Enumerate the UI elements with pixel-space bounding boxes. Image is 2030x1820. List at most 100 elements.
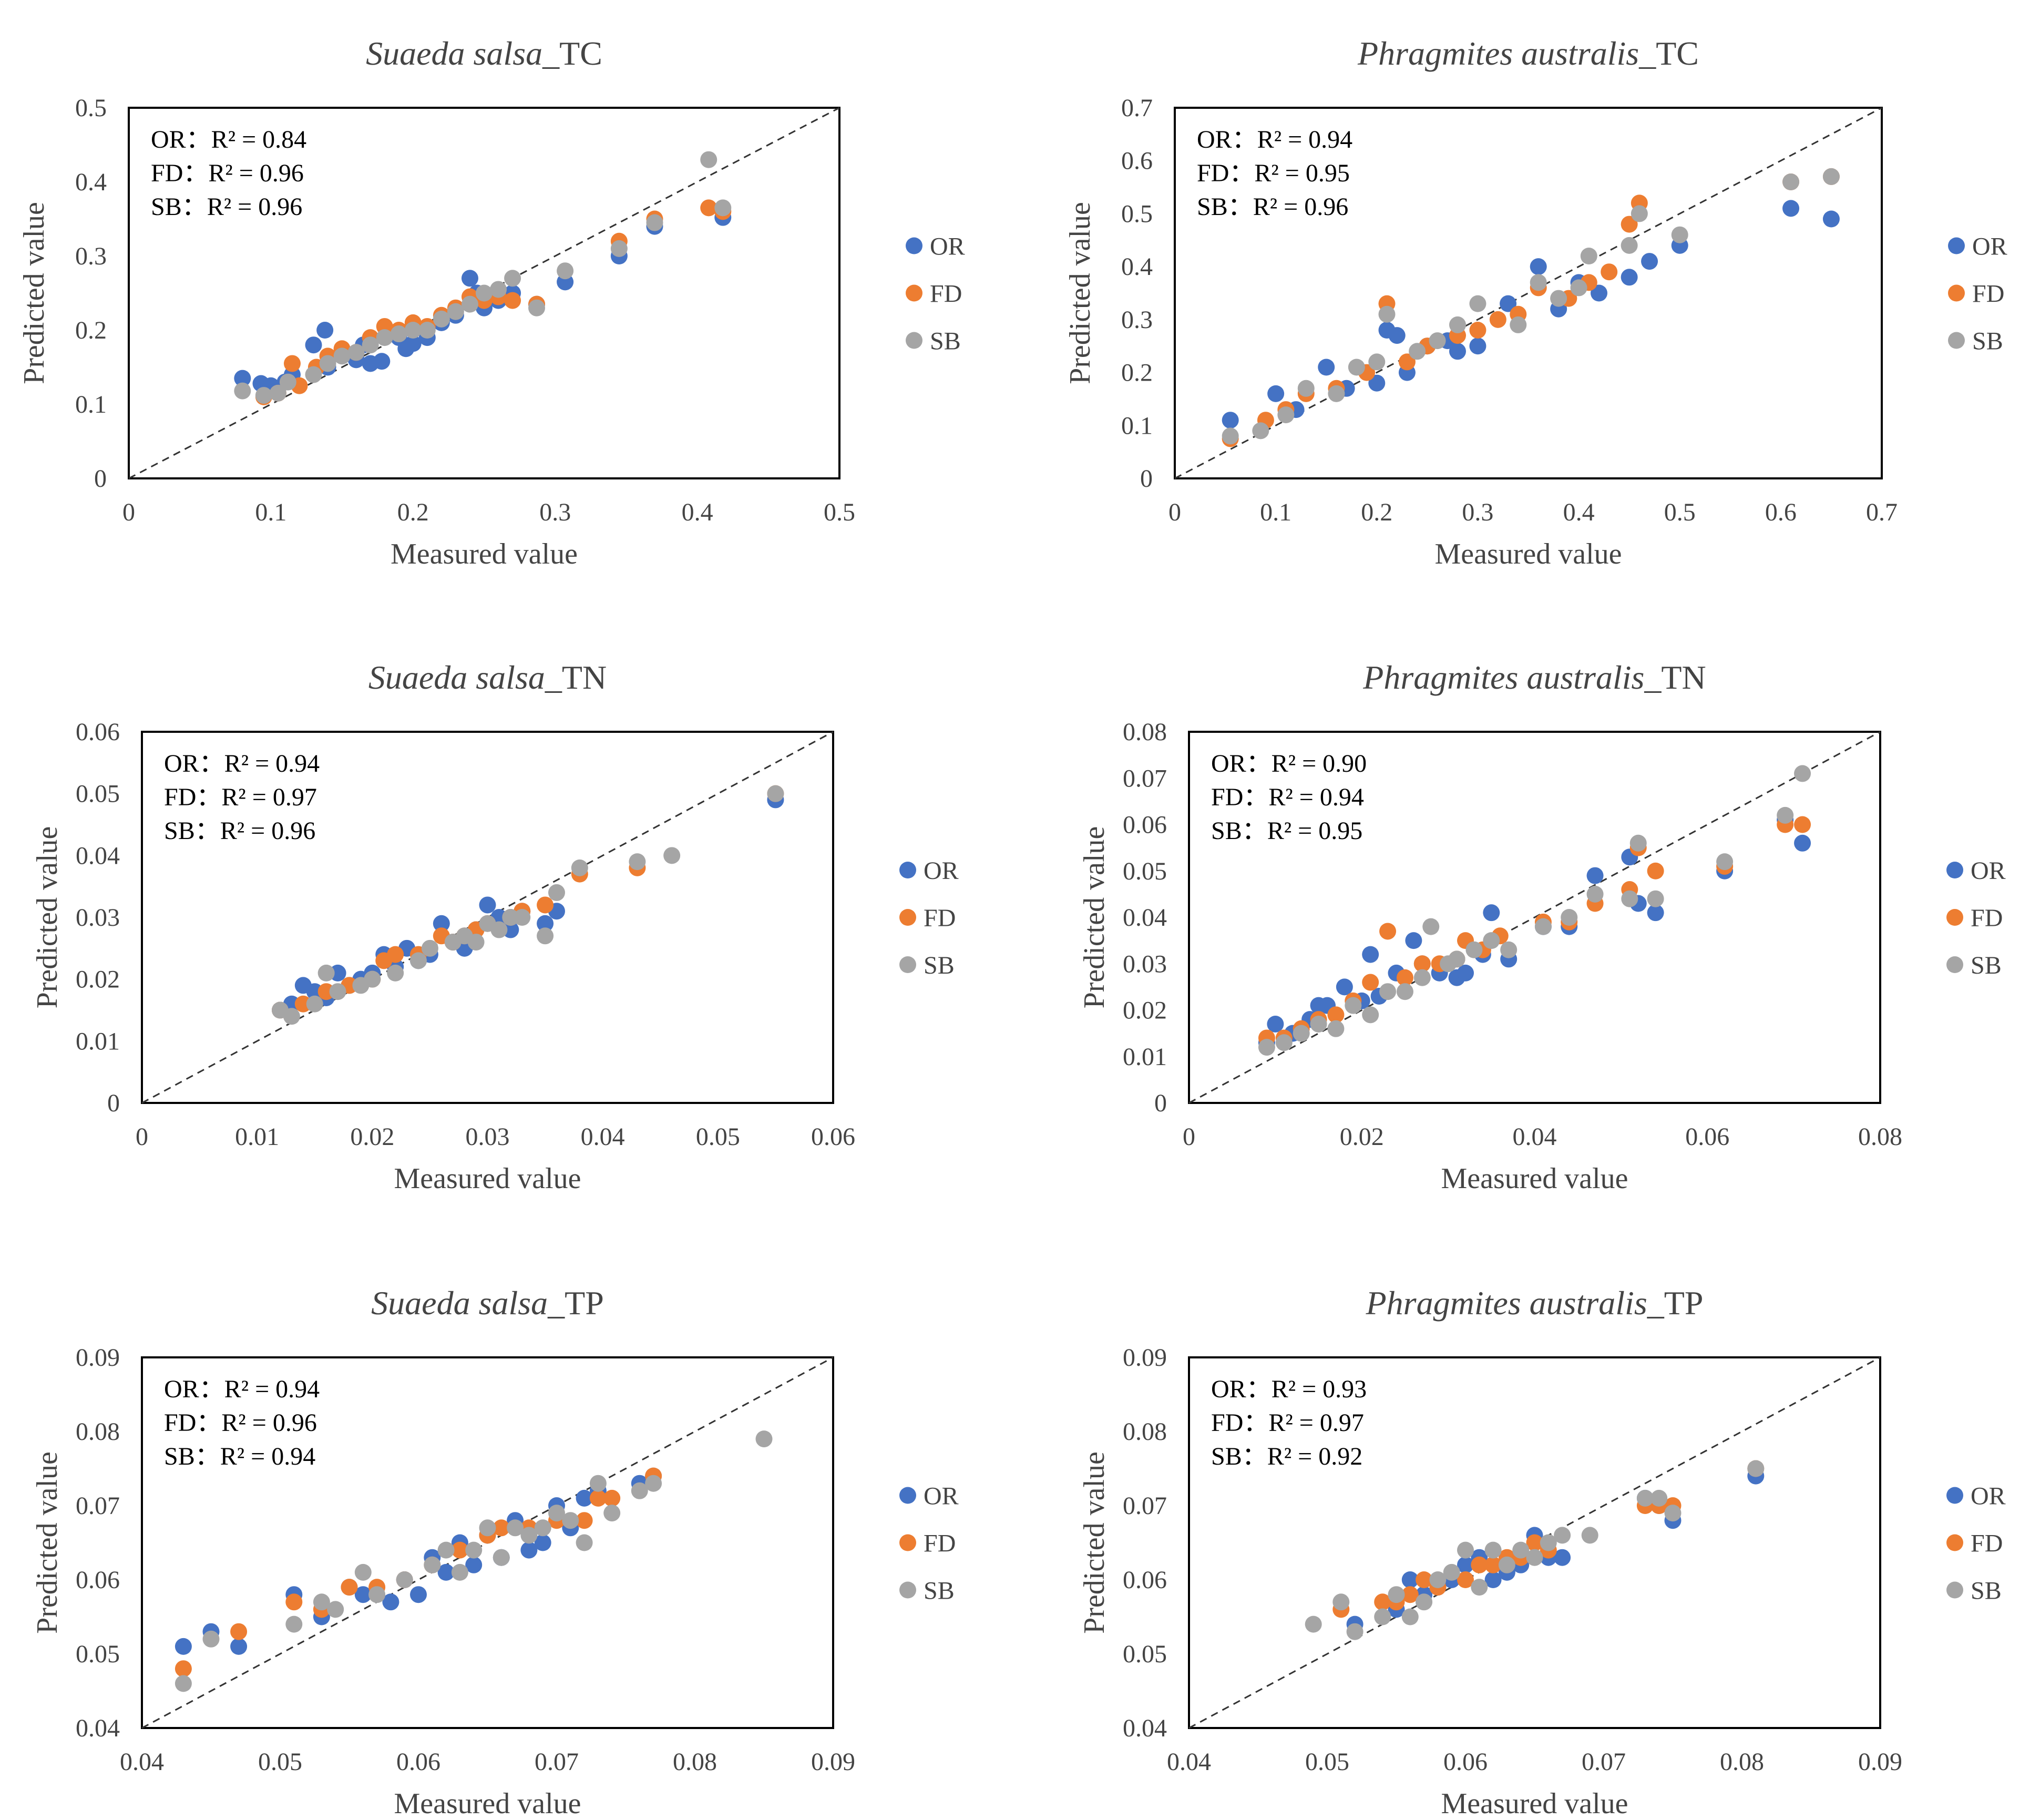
y-tick-label: 0.09 <box>1123 1344 1167 1372</box>
data-point-sb <box>1413 969 1431 986</box>
data-point-or <box>1222 412 1239 429</box>
data-point-sb <box>755 1430 773 1448</box>
x-tick-label: 0.06 <box>396 1748 440 1776</box>
y-axis-label: Predicted value <box>1064 202 1096 384</box>
x-tick-label: 0 <box>122 498 135 526</box>
x-tick-label: 0.1 <box>1260 498 1291 526</box>
data-point-sb <box>368 1586 386 1603</box>
data-point-sb <box>283 1008 300 1025</box>
chart-panel-3: Suaeda salsa_TN 0 0.01 0.02 0.03 0.04 0.05 0.06… <box>31 659 959 1195</box>
data-point-sb <box>437 1541 455 1559</box>
plot-area <box>1174 107 1883 479</box>
data-point-sb <box>646 214 663 231</box>
data-point-fd <box>1469 322 1486 339</box>
legend: OR FD SB <box>906 233 965 355</box>
legend-marker-sb <box>1948 332 1965 349</box>
r2-stat-fd: FD：R² = 0.96 <box>164 1409 317 1437</box>
chart-title-species: Suaeda salsa <box>371 1284 548 1322</box>
legend-marker-fd <box>1946 909 1963 926</box>
data-point-sb <box>327 1601 344 1618</box>
data-point-or <box>329 964 346 981</box>
legend-label-or: OR <box>924 857 959 885</box>
data-point-sb <box>1305 1615 1322 1633</box>
y-tick-label: 0.09 <box>76 1344 120 1372</box>
data-point-sb <box>175 1675 192 1692</box>
data-point-or <box>175 1638 192 1655</box>
data-point-or <box>534 1534 551 1551</box>
legend-label-fd: FD <box>1971 1530 2003 1558</box>
r2-stat-or: OR：R² = 0.93 <box>1211 1375 1367 1403</box>
data-point-sb <box>645 1475 662 1492</box>
data-point-sb <box>285 1615 303 1633</box>
data-point-fd <box>175 1660 192 1678</box>
y-tick-label: 0.2 <box>1121 359 1153 387</box>
y-tick-label: 0.07 <box>76 1492 120 1520</box>
y-tick-label: 0.4 <box>1121 253 1153 281</box>
data-point-sb <box>1297 380 1315 397</box>
chart-title-element: _TC <box>542 35 602 72</box>
data-point-sb <box>1465 941 1483 958</box>
x-tick-label: 0.08 <box>1858 1123 1902 1151</box>
y-tick-label: 0 <box>94 465 107 493</box>
data-point-sb <box>1348 359 1365 376</box>
data-point-sb <box>1716 853 1734 871</box>
x-tick-label: 0 <box>1183 1123 1195 1151</box>
y-axis-label: Predicted value <box>18 202 50 384</box>
legend-label-sb: SB <box>1971 1577 2002 1605</box>
y-tick-label: 0.02 <box>1123 997 1167 1025</box>
data-point-sb <box>319 355 336 372</box>
data-point-sb <box>418 322 436 339</box>
chart-title-element: _TP <box>1647 1284 1704 1322</box>
data-point-fd <box>1457 1571 1474 1588</box>
chart-title-element: _TC <box>1638 35 1699 72</box>
data-point-sb <box>576 1534 593 1551</box>
legend-label-or: OR <box>924 1482 959 1510</box>
data-point-sb <box>451 1563 468 1581</box>
r2-stat-sb: SB：R² = 0.95 <box>1211 817 1362 845</box>
data-point-sb <box>305 366 322 383</box>
legend-label-fd: FD <box>930 280 962 308</box>
x-tick-label: 0.05 <box>1305 1748 1349 1776</box>
data-point-sb <box>571 859 588 876</box>
data-point-sb <box>502 909 519 926</box>
data-point-sb <box>433 310 450 328</box>
r2-stat-sb: SB：R² = 0.96 <box>1197 193 1348 221</box>
y-tick-label: 0.04 <box>1123 1714 1167 1742</box>
data-point-sb <box>1550 290 1567 307</box>
chart-title-species: Suaeda salsa <box>366 35 542 72</box>
y-tick-label: 0.05 <box>76 780 120 808</box>
data-point-or <box>461 270 478 287</box>
x-tick-label: 0.5 <box>1664 498 1696 526</box>
data-point-or <box>1822 210 1840 228</box>
r2-stat-or: OR：R² = 0.94 <box>164 750 320 778</box>
legend-marker-fd <box>906 284 922 302</box>
data-point-sb <box>465 1541 483 1559</box>
y-tick-label: 0.03 <box>1123 950 1167 978</box>
data-point-sb <box>1471 1579 1488 1596</box>
data-point-sb <box>1449 316 1466 333</box>
data-point-or <box>404 335 422 352</box>
data-point-or <box>520 1541 538 1559</box>
data-point-sb <box>507 1519 524 1537</box>
x-tick-label: 0.02 <box>1340 1123 1384 1151</box>
legend-label-sb: SB <box>930 328 961 355</box>
x-axis-label: Measured value <box>1441 1162 1628 1195</box>
data-point-sb <box>1275 1034 1293 1051</box>
chart-panel-2: Phragmites australis_TC 0 0.1 0.2 0.3 0.4 0.5 0… <box>1064 35 2007 570</box>
chart-title: Suaeda salsa_TN <box>368 659 607 696</box>
data-point-sb <box>1647 890 1664 907</box>
legend-marker-sb <box>899 956 916 973</box>
data-point-sb <box>390 325 407 343</box>
legend-label-or: OR <box>1971 1482 2006 1510</box>
data-point-fd <box>1794 816 1811 833</box>
y-tick-label: 0.1 <box>75 391 107 418</box>
r2-stat-sb: SB：R² = 0.96 <box>164 817 315 845</box>
data-point-sb <box>376 329 393 346</box>
data-point-fd <box>504 292 521 309</box>
x-axis-label: Measured value <box>1441 1787 1628 1820</box>
y-tick-label: 0 <box>107 1089 120 1117</box>
data-point-fd <box>1413 955 1431 973</box>
data-point-sb <box>269 384 286 402</box>
data-point-or <box>354 1586 372 1603</box>
data-point-or <box>1267 385 1285 402</box>
